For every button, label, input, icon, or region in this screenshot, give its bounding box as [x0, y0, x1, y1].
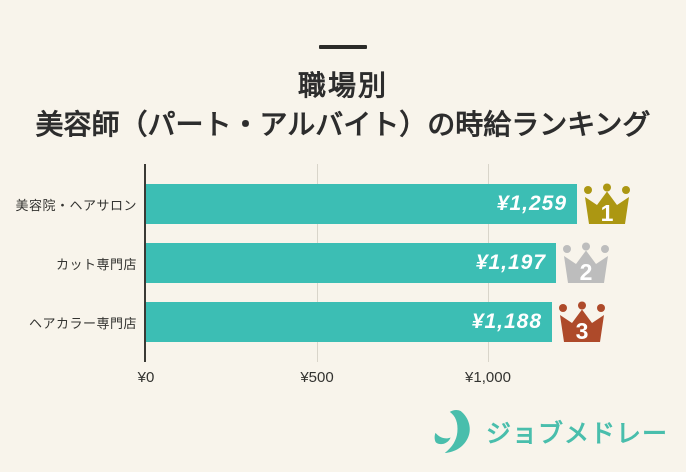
bar-value-rank1: ¥1,259 — [496, 192, 567, 215]
category-label-beauty-salon: 美容院・ヘアサロン — [15, 197, 137, 213]
rank-number-2: 2 — [580, 259, 593, 284]
bar-chart-plot-area: ¥1,259 1 ¥1,197 — [144, 164, 666, 362]
title-dash-divider — [319, 45, 367, 49]
jobmedley-swoosh-icon — [434, 409, 470, 453]
page-title-line1: 職場別 — [297, 70, 388, 101]
page-title-line2: 美容師（パート・アルバイト）の時給ランキング — [35, 109, 651, 140]
jobmedley-logo-text: ジョブメドレー — [485, 420, 668, 448]
bar-rank3: ¥1,188 — [146, 302, 552, 342]
rank-number-1: 1 — [601, 200, 614, 225]
y-axis-line — [144, 164, 146, 362]
bar-value-rank3: ¥1,188 — [471, 310, 542, 333]
x-tick-0: ¥0 — [137, 369, 155, 386]
x-tick-1000: ¥1,000 — [465, 369, 511, 386]
bar-row-rank3: ¥1,188 3 — [146, 301, 606, 343]
rank-number-3: 3 — [576, 318, 589, 343]
jobmedley-logo: ジョブメドレー — [433, 408, 668, 456]
category-label-haircolor-shop: ヘアカラー専門店 — [28, 315, 137, 331]
category-label-cut-shop: カット専門店 — [55, 256, 137, 272]
silver-crown-icon: 2 — [563, 242, 609, 284]
bar-row-rank2: ¥1,197 2 — [146, 242, 610, 284]
bar-rank2: ¥1,197 — [146, 243, 556, 283]
x-tick-500: ¥500 — [300, 369, 334, 386]
bar-value-rank2: ¥1,197 — [475, 251, 546, 274]
bronze-crown-icon: 3 — [559, 301, 605, 343]
bar-rank1: ¥1,259 — [146, 184, 577, 224]
gold-crown-icon: 1 — [584, 183, 630, 225]
bar-row-rank1: ¥1,259 1 — [146, 183, 631, 225]
